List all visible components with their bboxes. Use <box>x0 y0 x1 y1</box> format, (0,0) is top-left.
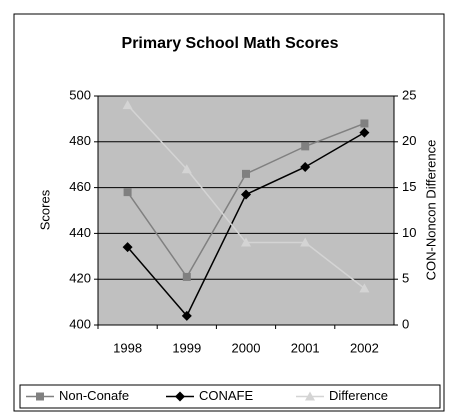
legend-box <box>19 384 441 409</box>
chart-title: Primary School Math Scores <box>122 35 339 52</box>
y2-tick-label: 20 <box>402 133 416 148</box>
y-axis-label: Scores <box>37 189 52 230</box>
x-tick-label: 1999 <box>172 340 201 355</box>
legend-marker <box>305 391 315 401</box>
data-point <box>181 310 192 321</box>
y-tick-label: 500 <box>69 87 91 102</box>
data-point <box>300 237 311 247</box>
y-tick-label: 460 <box>69 179 91 194</box>
data-point <box>242 169 250 178</box>
data-point <box>359 127 370 138</box>
data-point <box>241 237 251 247</box>
x-tick-label: 2001 <box>291 340 320 355</box>
y2-axis-label: CON-Noncon Difference <box>423 140 438 281</box>
y-tick-label: 420 <box>69 271 91 286</box>
data-point <box>123 188 132 197</box>
y2-tick-label: 15 <box>402 179 416 194</box>
y-tick-label: 400 <box>69 316 91 331</box>
data-point <box>122 242 133 253</box>
data-point <box>360 119 369 128</box>
y2-tick-label: 0 <box>402 316 409 331</box>
y2-tick-label: 25 <box>402 87 416 102</box>
legend-label: Non-Conafe <box>59 388 129 403</box>
y-tick-label: 480 <box>69 133 91 148</box>
data-point <box>122 100 133 110</box>
data-point <box>181 164 192 174</box>
legend-label: Difference <box>329 388 388 403</box>
data-point <box>300 161 311 172</box>
plot-area <box>98 96 394 325</box>
y-tick-label: 440 <box>69 225 91 240</box>
data-point <box>182 272 191 281</box>
data-point <box>241 189 251 200</box>
legend-marker <box>175 391 185 402</box>
y2-tick-label: 5 <box>402 271 409 286</box>
legend-marker <box>36 392 44 401</box>
y2-tick-label: 10 <box>402 225 416 240</box>
legend-label: CONAFE <box>199 388 254 403</box>
data-point <box>359 283 370 293</box>
x-tick-label: 2000 <box>232 340 261 355</box>
x-tick-label: 1998 <box>113 340 142 355</box>
x-tick-label: 2002 <box>350 340 379 355</box>
data-point <box>301 142 310 151</box>
